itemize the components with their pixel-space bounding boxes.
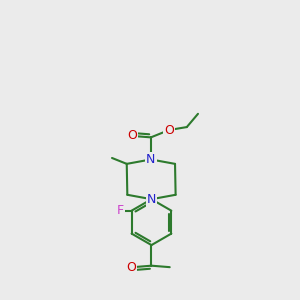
Text: F: F (117, 204, 124, 217)
Text: O: O (126, 261, 136, 274)
Text: O: O (164, 124, 174, 136)
Text: N: N (146, 153, 156, 166)
Text: O: O (127, 129, 137, 142)
Text: N: N (147, 193, 156, 206)
